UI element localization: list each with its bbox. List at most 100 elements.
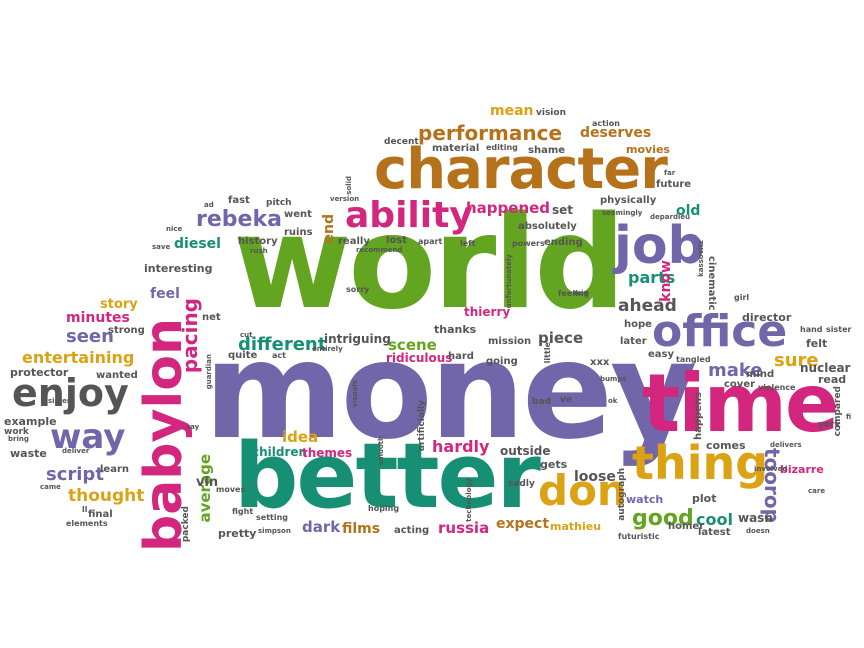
word: thing — [632, 436, 769, 490]
word: vin — [196, 475, 219, 490]
word: interesting — [144, 262, 213, 275]
word: good — [632, 506, 694, 531]
word: films — [342, 521, 381, 537]
word: sure — [774, 350, 819, 371]
word: ridiculous — [386, 351, 453, 365]
word: wasn — [738, 511, 773, 525]
word: enjoy — [12, 371, 129, 415]
word: time — [642, 357, 839, 450]
word: ve — [560, 395, 572, 405]
word: hardly — [432, 437, 490, 456]
word: tangled — [676, 355, 711, 364]
word: apart — [418, 237, 443, 246]
word: nuclear — [800, 361, 851, 375]
word: pretty — [218, 527, 257, 540]
word: ll — [82, 505, 88, 514]
word: seen — [66, 326, 114, 347]
word: end — [321, 214, 337, 244]
word: say — [186, 423, 200, 431]
word: shame — [528, 145, 566, 156]
word: lost — [386, 235, 408, 246]
word: learn — [100, 464, 130, 475]
word: deserves — [580, 125, 652, 141]
word: acting — [394, 525, 430, 536]
word: fi — [846, 413, 852, 421]
word: fast — [228, 195, 250, 206]
word: york — [818, 420, 841, 430]
word: version — [330, 195, 360, 203]
word: intriguing — [324, 332, 391, 346]
word: nice — [166, 225, 183, 233]
word: world — [233, 189, 626, 338]
word: going — [486, 356, 518, 367]
word: action — [592, 119, 620, 128]
word: unfortunately — [505, 254, 513, 309]
word: moves — [216, 485, 246, 494]
word: save — [152, 243, 171, 251]
word: work — [4, 427, 29, 437]
word: cinematic — [706, 256, 717, 311]
word: strong — [108, 325, 145, 336]
word: simpson — [258, 527, 291, 535]
word: dark — [302, 518, 341, 536]
word: piece — [538, 329, 584, 347]
word: gets — [540, 458, 568, 471]
word: loose — [574, 469, 616, 485]
word: decent — [384, 137, 419, 147]
word: hard — [448, 351, 474, 362]
word: absolutely — [518, 221, 577, 232]
word: kassovitz — [697, 240, 705, 277]
word: scene — [388, 336, 437, 354]
word: physically — [600, 195, 657, 206]
word: sister — [826, 325, 852, 334]
word: ending — [544, 237, 583, 248]
word: job — [614, 216, 705, 276]
word: editing — [486, 143, 518, 152]
word: cover — [724, 379, 756, 390]
word: smooth — [377, 436, 385, 466]
word: themes — [302, 446, 353, 460]
word: happened — [466, 199, 551, 217]
word: material — [432, 143, 480, 154]
word: delivers — [770, 441, 802, 449]
word: came — [40, 483, 61, 491]
word: protector — [10, 366, 69, 379]
word: deliver — [62, 447, 90, 455]
word: script — [46, 464, 104, 485]
word: sadly — [508, 479, 535, 489]
word: hope — [624, 319, 652, 330]
word: way — [50, 417, 126, 457]
word: performance — [418, 121, 563, 145]
word: comes — [706, 439, 746, 452]
word: really — [338, 236, 370, 247]
word: pitch — [266, 198, 292, 208]
word: mind — [746, 369, 775, 380]
word: later — [620, 336, 647, 347]
word: russia — [438, 519, 490, 537]
word: character — [374, 137, 668, 202]
word: wanted — [96, 370, 138, 381]
word: far — [664, 169, 676, 177]
word: example — [4, 415, 57, 428]
word: homer — [668, 521, 705, 532]
word: net — [202, 312, 221, 323]
word: happens — [693, 392, 704, 441]
word: thanks — [434, 323, 477, 336]
word: expect — [496, 516, 550, 532]
word: vision — [536, 108, 566, 118]
word: waste — [10, 447, 47, 460]
word: hand — [800, 325, 823, 334]
word: autograph — [617, 468, 627, 521]
word: movies — [626, 143, 670, 156]
word: ruins — [284, 227, 313, 238]
word: cut — [240, 331, 253, 339]
word: outside — [500, 444, 551, 458]
word: girl — [734, 293, 750, 302]
word: bizarre — [780, 463, 824, 476]
word: ad — [204, 201, 214, 209]
word: better — [234, 424, 541, 529]
word: elements — [66, 519, 108, 528]
word: hoping — [368, 504, 400, 513]
word: director — [742, 311, 792, 324]
